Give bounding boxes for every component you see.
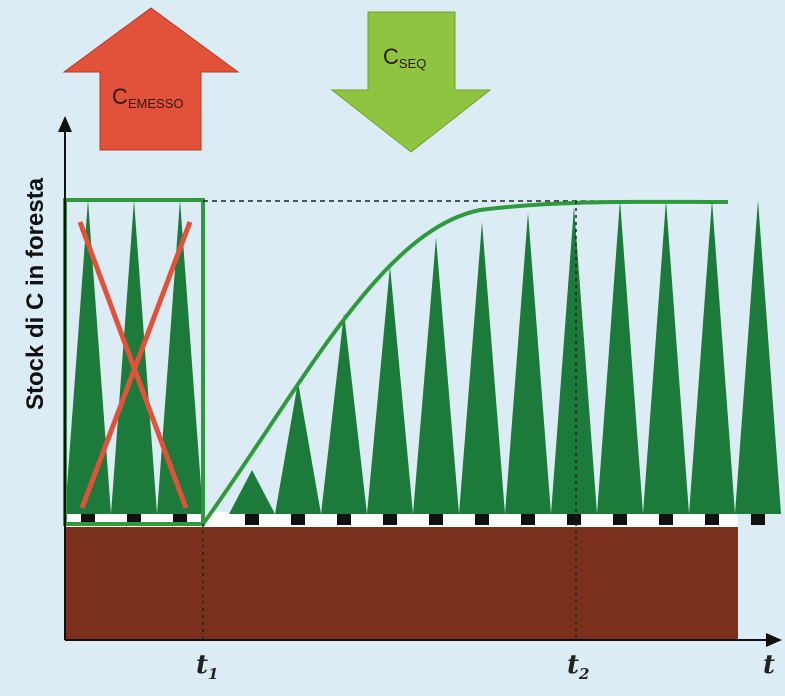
emitted-label-sub: EMESSO [127, 96, 184, 111]
x-axis-arrowhead [766, 633, 782, 647]
ground-dash [127, 514, 141, 525]
t1-label-sub: 1 [208, 665, 219, 683]
tree-regrowth [367, 265, 413, 514]
tree-regrowth [275, 382, 321, 514]
cross-line-2 [79, 221, 193, 509]
time-axis-label: t [763, 650, 776, 680]
tree-before-harvest [111, 200, 157, 514]
tree-regrowth [597, 200, 643, 514]
t1-label-main: t [196, 650, 209, 680]
ground-dash [291, 514, 305, 525]
tree-regrowth [643, 200, 689, 514]
soil-block [65, 527, 738, 639]
y-axis-arrowhead [58, 116, 72, 132]
tree-before-harvest [65, 200, 111, 514]
sequestered-carbon-label: CSEQ [383, 44, 426, 71]
tree-regrowth [459, 221, 505, 515]
ground-dash [383, 514, 397, 525]
ground-dash [173, 514, 187, 525]
trees-before-harvest [65, 200, 203, 514]
t1-label: t1 [196, 650, 218, 683]
ground-dash [751, 514, 765, 525]
t2-label-main: t [567, 650, 580, 680]
emitted-carbon-label: CEMESSO [112, 84, 184, 111]
sequestered-label-sub: SEQ [398, 56, 427, 71]
t2-label: t2 [567, 650, 589, 683]
stock-regrowth-curve [201, 199, 729, 526]
sequestered-carbon-arrow [330, 11, 492, 153]
tree-regrowth [229, 470, 275, 514]
sequestered-label-main: C [383, 44, 399, 69]
tree-regrowth [413, 237, 459, 514]
t2-label-sub: 2 [579, 665, 590, 683]
tree-regrowth [505, 212, 551, 514]
trees-regrowth [229, 200, 781, 515]
tree-regrowth [735, 200, 781, 514]
ground-dash [475, 514, 489, 525]
ground-dash [705, 514, 719, 525]
tree-regrowth [689, 200, 735, 514]
tree-regrowth [321, 313, 367, 514]
ground-dash [659, 514, 673, 525]
tree-regrowth [551, 206, 597, 514]
ground-dashes [81, 514, 765, 525]
ground-dash [521, 514, 535, 525]
cross-line-1 [77, 221, 189, 509]
ground-dash [81, 514, 95, 525]
ground-dash [245, 514, 259, 525]
ground-dash [429, 514, 443, 525]
ground-dash [613, 514, 627, 525]
emitted-carbon-arrow [62, 7, 240, 151]
ground-dash [567, 514, 581, 525]
emitted-label-main: C [112, 84, 128, 109]
tree-before-harvest [157, 200, 203, 514]
ground-dash [337, 514, 351, 525]
y-axis-label: Stock di C in foresta [22, 177, 49, 410]
